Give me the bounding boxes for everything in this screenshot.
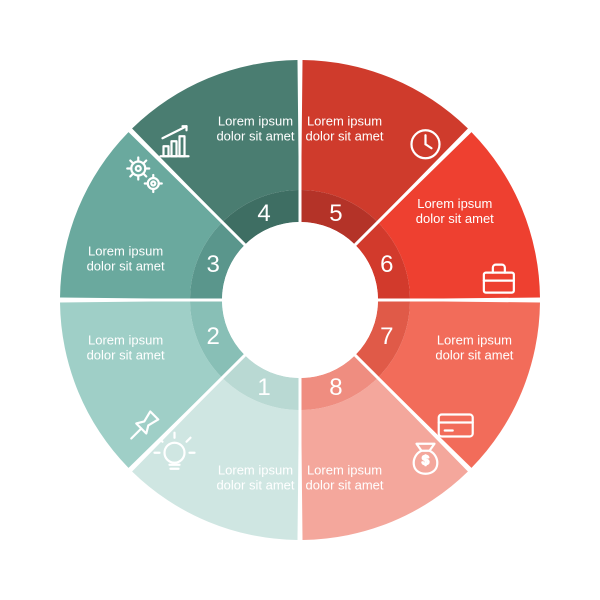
segment-label-1: Lorem ipsumdolor sit amet	[216, 462, 294, 492]
segment-label-2: Lorem ipsumdolor sit amet	[87, 333, 165, 363]
segment-label-8: Lorem ipsumdolor sit amet	[305, 462, 383, 492]
segment-number-8: 8	[329, 374, 342, 401]
segment-label-3: Lorem ipsumdolor sit amet	[87, 243, 165, 273]
segment-number-7: 7	[380, 323, 393, 350]
segment-label-5: Lorem ipsumdolor sit amet	[305, 114, 383, 144]
circular-infographic: 5 Lorem ipsumdolor sit amet 6 Lorem ipsumdo…	[0, 0, 600, 600]
svg-text:$: $	[422, 453, 430, 468]
center-hole	[222, 222, 378, 378]
segment-label-7: Lorem ipsumdolor sit amet	[435, 333, 513, 363]
segment-number-1: 1	[257, 374, 270, 401]
segment-number-2: 2	[206, 323, 219, 350]
segment-number-4: 4	[257, 200, 270, 227]
segment-label-4: Lorem ipsumdolor sit amet	[216, 114, 294, 144]
segment-number-5: 5	[329, 200, 342, 227]
segment-number-6: 6	[380, 251, 393, 278]
segment-number-3: 3	[206, 251, 219, 278]
segment-label-6: Lorem ipsumdolor sit amet	[416, 196, 494, 226]
